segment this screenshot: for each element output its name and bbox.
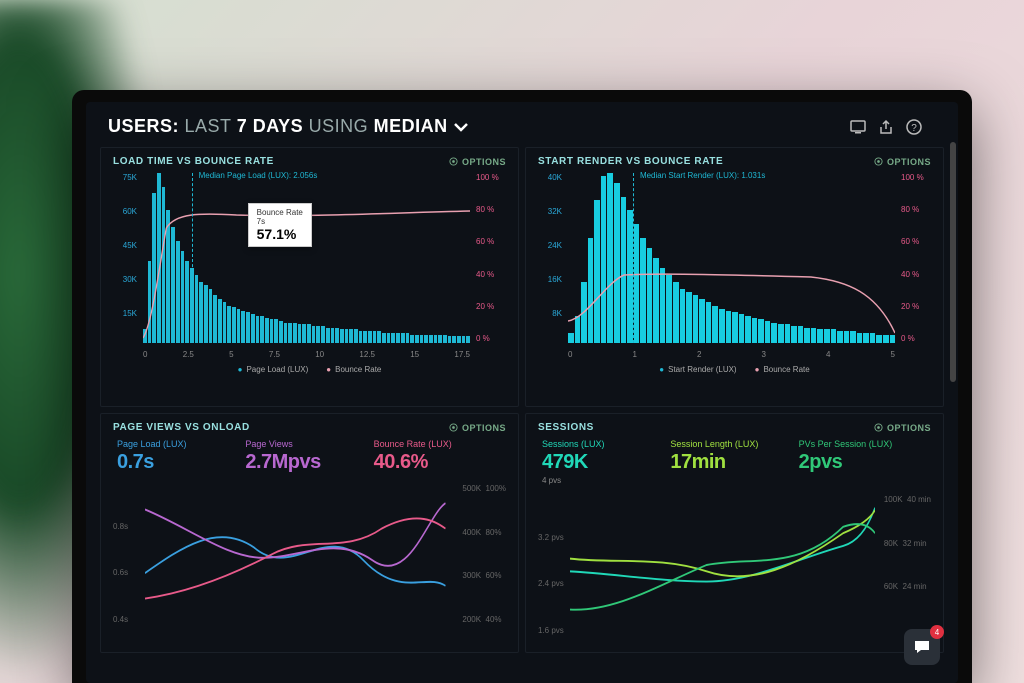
plot: [145, 484, 450, 624]
median-label: Median Page Load (LUX): 2.056s: [199, 171, 318, 180]
screen: USERS: LAST 7 DAYS USING MEDIAN ? LOAD T…: [86, 102, 958, 683]
legend: Start Render (LUX) Bounce Rate: [538, 365, 931, 374]
metric: Page Views2.7Mpvs: [245, 439, 373, 474]
panel-page-views: PAGE VIEWS VS ONLOAD OPTIONS Page Load (…: [100, 413, 519, 653]
tooltip: Bounce Rate 7s 57.1%: [248, 203, 312, 247]
legend-line: Bounce Rate: [755, 365, 810, 374]
y-axis-left: 75K60K45K30K15K: [113, 173, 137, 343]
lines: [570, 495, 875, 635]
title-dim2: USING: [309, 116, 369, 136]
panel-load-time: LOAD TIME VS BOUNCE RATE OPTIONS 75K60K4…: [100, 147, 519, 407]
chart-area: 40K32K24K16K8K 100 %80 %60 %40 %20 %0 % …: [538, 173, 931, 363]
header-icons: ?: [850, 119, 936, 135]
chat-button[interactable]: 4: [904, 629, 940, 665]
legend: Page Load (LUX) Bounce Rate: [113, 365, 506, 374]
metrics-row: Page Load (LUX)0.7sPage Views2.7MpvsBoun…: [113, 439, 506, 480]
x-axis: 012345: [568, 350, 895, 359]
multi-chart: 3.2 pvs2.4 pvs1.6 pvs 100K 40 min80K 32 …: [538, 495, 931, 635]
metric: PVs Per Session (LUX)2pvs: [799, 439, 927, 485]
lines: [145, 484, 450, 624]
multi-chart: 0.8s0.6s0.4s 500K 100%400K 80%300K 60%20…: [113, 484, 506, 624]
tooltip-value: 57.1%: [257, 226, 303, 242]
options-button[interactable]: OPTIONS: [449, 157, 506, 167]
options-button[interactable]: OPTIONS: [874, 157, 931, 167]
x-axis: 02.557.51012.51517.5: [143, 350, 470, 359]
metric: Sessions (LUX)479K4 pvs: [542, 439, 670, 485]
legend-bar: Start Render (LUX): [659, 365, 736, 374]
panel-title: PAGE VIEWS VS ONLOAD: [113, 422, 250, 433]
y-axis-right: 100 %80 %60 %40 %20 %0 %: [476, 173, 506, 343]
line-overlay: [568, 173, 895, 343]
title-dim1: LAST: [185, 116, 232, 136]
chat-notification-badge: 4: [930, 625, 944, 639]
legend-line: Bounce Rate: [326, 365, 381, 374]
y-axis-right: 100 %80 %60 %40 %20 %0 %: [901, 173, 931, 343]
panel-start-render: START RENDER VS BOUNCE RATE OPTIONS 40K3…: [525, 147, 944, 407]
plot: Median Start Render (LUX): 1.031s: [568, 173, 895, 343]
metric: Session Length (LUX)17min: [670, 439, 798, 485]
svg-text:?: ?: [911, 123, 917, 134]
help-icon[interactable]: ?: [906, 119, 922, 135]
options-button[interactable]: OPTIONS: [874, 423, 931, 433]
panel-title: SESSIONS: [538, 422, 594, 433]
panels-grid: LOAD TIME VS BOUNCE RATE OPTIONS 75K60K4…: [86, 147, 958, 653]
title-range: 7 DAYS: [237, 116, 303, 136]
options-button[interactable]: OPTIONS: [449, 423, 506, 433]
panel-title: START RENDER VS BOUNCE RATE: [538, 156, 723, 167]
panel-sessions: SESSIONS OPTIONS Sessions (LUX)479K4 pvs…: [525, 413, 944, 653]
laptop-frame: USERS: LAST 7 DAYS USING MEDIAN ? LOAD T…: [72, 90, 972, 683]
gear-icon: [874, 157, 883, 166]
title-prefix: USERS:: [108, 116, 179, 136]
metric: Bounce Rate (LUX)40.6%: [374, 439, 502, 474]
tooltip-label: Bounce Rate 7s: [257, 208, 303, 226]
plot: Median Page Load (LUX): 2.056s Bounce Ra…: [143, 173, 470, 343]
gear-icon: [874, 423, 883, 432]
chat-icon: [913, 638, 931, 656]
plot: [570, 495, 875, 635]
y-axis-left: 40K32K24K16K8K: [538, 173, 562, 343]
y-axis-right: 500K 100%400K 80%300K 60%200K 40%: [462, 484, 506, 624]
scrollbar[interactable]: [950, 142, 956, 382]
chevron-down-icon[interactable]: [453, 121, 469, 133]
y-axis-left: 3.2 pvs2.4 pvs1.6 pvs: [538, 495, 564, 635]
monitor-icon[interactable]: [850, 119, 866, 135]
median-line: [633, 173, 634, 343]
chart-area: 75K60K45K30K15K 100 %80 %60 %40 %20 %0 %…: [113, 173, 506, 363]
page-header: USERS: LAST 7 DAYS USING MEDIAN ?: [86, 102, 958, 147]
title-metric: MEDIAN: [374, 116, 448, 136]
y-axis-left: 0.8s0.6s0.4s: [113, 484, 128, 624]
median-line: [192, 173, 193, 343]
y-axis-right: 100K 40 min80K 32 min60K 24 min: [884, 495, 931, 635]
metrics-row: Sessions (LUX)479K4 pvsSession Length (L…: [538, 439, 931, 491]
metric: Page Load (LUX)0.7s: [117, 439, 245, 474]
share-icon[interactable]: [878, 119, 894, 135]
legend-bar: Page Load (LUX): [238, 365, 309, 374]
panel-title: LOAD TIME VS BOUNCE RATE: [113, 156, 274, 167]
median-label: Median Start Render (LUX): 1.031s: [640, 171, 765, 180]
page-title[interactable]: USERS: LAST 7 DAYS USING MEDIAN: [108, 116, 469, 137]
gear-icon: [449, 423, 458, 432]
gear-icon: [449, 157, 458, 166]
